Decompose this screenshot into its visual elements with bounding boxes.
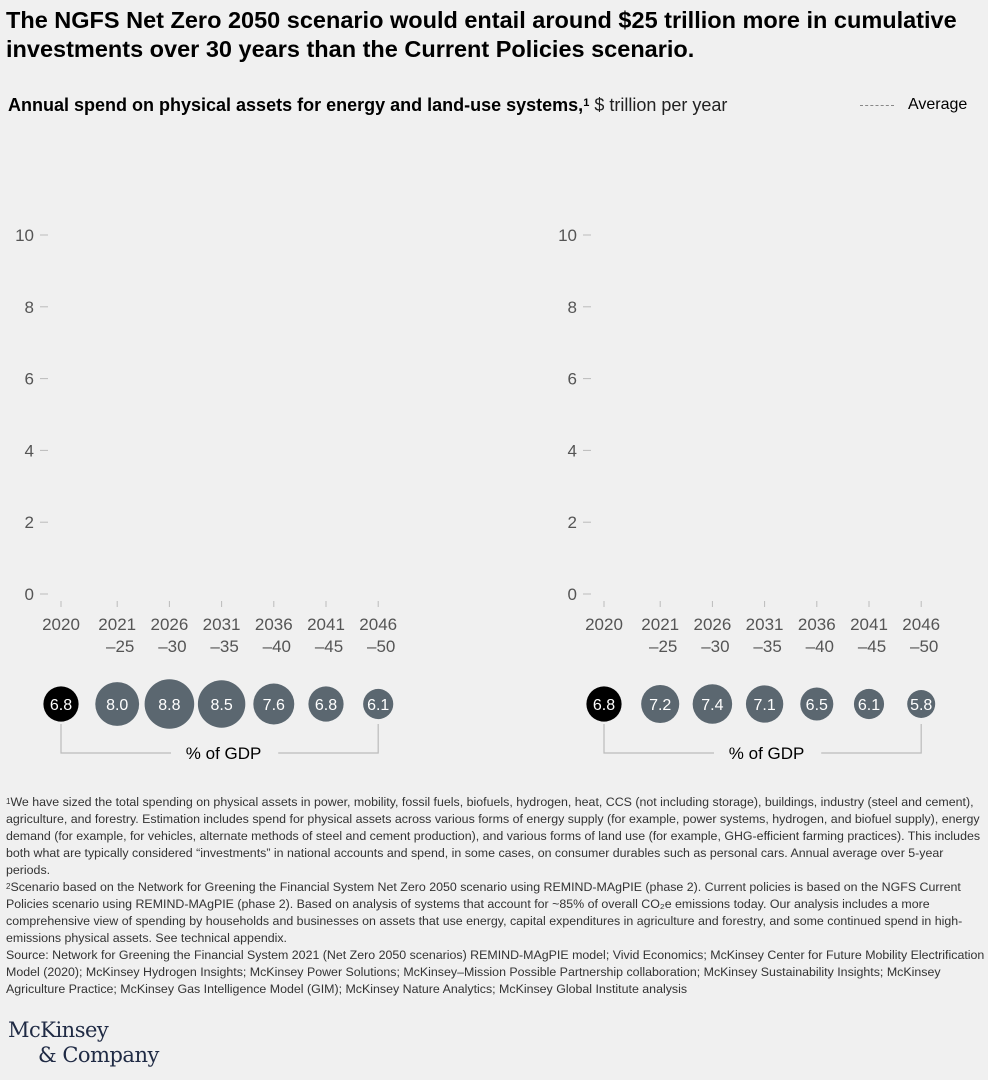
y-tick-label: 10 [15,226,34,245]
x-tick-label: 2036 [798,615,836,634]
x-tick-label: 2026 [150,615,188,634]
x-tick-label: –25 [649,637,677,656]
chart-subtitle: Annual spend on physical assets for ener… [8,94,727,116]
x-tick-label: 2041 [307,615,345,634]
footnote-1-marker: 1 [6,797,11,806]
y-tick-label: 8 [25,298,34,317]
x-tick-label: –30 [158,637,186,656]
y-tick-label: 2 [568,513,577,532]
y-tick-label: 4 [568,441,577,460]
gdp-label: % of GDP [186,744,262,763]
gdp-value-label: 6.1 [367,697,389,714]
x-tick-label: 2031 [203,615,241,634]
gdp-value-label: 8.0 [106,697,128,714]
footnote-2: 2Scenario based on the Network for Green… [6,879,986,947]
x-tick-label: 2026 [693,615,731,634]
gdp-circle [641,684,680,724]
x-tick-label: –35 [753,637,781,656]
y-tick-label: 2 [25,513,34,532]
subtitle-footnote-marker: 1 [583,97,590,109]
x-tick-label: 2046 [359,615,397,634]
gdp-value-label: 7.2 [649,697,671,714]
gdp-circle [745,685,784,723]
gdp-circle [800,687,834,721]
gdp-value-label: 5.8 [910,697,932,714]
gdp-circle [43,686,79,722]
gdp-circle [853,688,885,720]
y-tick-label: 6 [568,370,577,389]
x-tick-label: 2020 [585,615,623,634]
gdp-bracket-right [278,724,379,754]
gdp-value-label: 6.8 [593,697,615,714]
mckinsey-logo: McKinsey & Company [8,1018,159,1068]
y-tick-label: 4 [25,441,34,460]
y-tick-label: 10 [558,226,577,245]
footnote-2-marker: 2 [6,882,11,891]
gdp-circle [907,690,936,718]
gdp-circle [144,679,195,729]
legend: Average [860,96,967,114]
x-tick-label: 2021 [98,615,136,634]
gdp-circle [308,686,344,722]
legend-average-dash [860,104,894,106]
x-tick-label: –45 [315,637,343,656]
x-tick-label: 2021 [641,615,679,634]
gdp-value-label: 6.1 [858,697,880,714]
subtitle-text: Annual spend on physical assets for ener… [8,95,584,115]
subtitle-unit: $ trillion per year [594,95,728,115]
x-tick-label: 2020 [42,615,80,634]
y-tick-label: 0 [568,585,577,604]
footnotes: 1We have sized the total spending on phy… [6,794,986,998]
gdp-value-label: 8.8 [158,697,180,714]
y-tick-label: 0 [25,585,34,604]
gdp-value-label: 6.8 [50,697,72,714]
x-tick-label: –40 [806,637,834,656]
gdp-value-label: 7.4 [701,697,723,714]
gdp-value-label: 7.1 [753,697,775,714]
legend-average-label: Average [908,96,968,113]
footnote-1-text: We have sized the total spending on phys… [6,795,981,877]
logo-line-2: & Company [38,1043,159,1067]
x-tick-label: 2031 [746,615,784,634]
x-tick-label: –25 [106,637,134,656]
gdp-bracket-left [603,724,714,754]
gdp-bracket-right [821,724,922,754]
gdp-circle [363,688,394,720]
x-tick-label: –50 [910,637,938,656]
gdp-value-label: 6.8 [315,697,337,714]
x-tick-label: –35 [210,637,238,656]
x-tick-label: –30 [701,637,729,656]
gdp-value-label: 7.6 [263,697,285,714]
y-tick-label: 8 [568,298,577,317]
x-tick-label: –40 [263,637,291,656]
gdp-circle [253,683,295,725]
gdp-bracket-left [60,724,171,754]
gdp-label: % of GDP [729,744,805,763]
headline: The NGFS Net Zero 2050 scenario would en… [6,7,957,62]
gdp-circle [197,680,246,728]
x-tick-label: 2036 [255,615,293,634]
logo-line-1: McKinsey [8,1018,109,1042]
gdp-circle [95,682,140,726]
gdp-value-label: 8.5 [210,697,232,714]
footnote-1: 1We have sized the total spending on phy… [6,794,986,879]
gdp-circle [586,686,622,722]
chart-area: 0 2 4 6 8 10 2020 2021 –25 2026 –30 2031 –35 2036 –40 2… [15,226,940,763]
x-tick-label: 2046 [902,615,940,634]
gdp-value-label: 6.5 [806,697,828,714]
gdp-circle [692,684,733,724]
source-note: Source: Network for Greening the Financi… [6,948,985,996]
y-tick-label: 6 [25,370,34,389]
x-tick-label: –50 [367,637,395,656]
x-tick-label: 2041 [850,615,888,634]
x-tick-label: –45 [858,637,886,656]
footnote-2-text: Scenario based on the Network for Greeni… [6,880,963,945]
